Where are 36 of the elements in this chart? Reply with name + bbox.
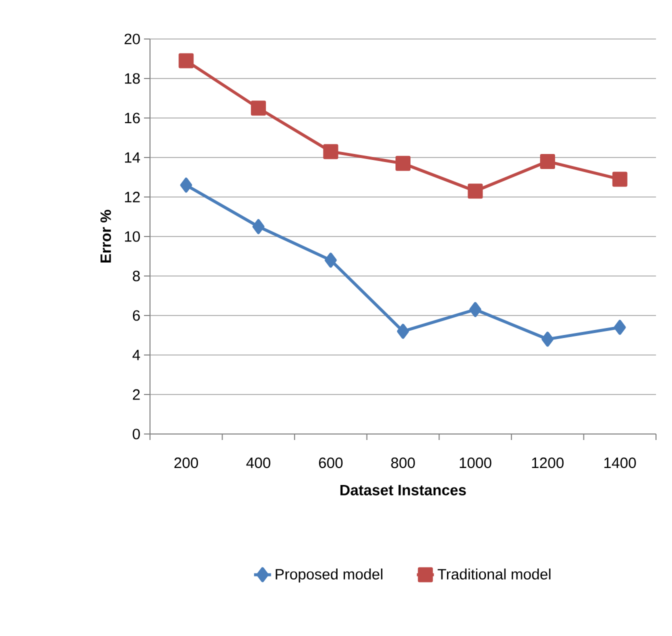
point [252,219,264,234]
point [324,252,337,268]
y-tick-label: 16 [125,112,140,124]
legend-label: Proposed model [276,568,382,582]
legend-label: Traditional model [438,568,550,580]
y-tick-label: 20 [124,34,140,44]
x-tick-label: 400 [246,458,270,468]
y-tick-label: 12 [125,192,140,202]
point [396,156,410,171]
point [614,320,626,335]
y-tick-label: 6 [132,310,140,321]
x-tick-label: 1200 [532,458,564,468]
y-tick-label: 0 [132,428,140,440]
point [178,53,194,68]
point [250,100,266,116]
x-axis-title: Dataset Instances [340,484,466,496]
x-tick-label: 600 [319,458,343,468]
point [180,178,192,193]
y-tick-label: 8 [132,270,140,282]
point [612,172,628,187]
point [468,184,483,199]
point [540,154,556,169]
y-tick-label: 4 [132,350,140,360]
y-tick-label: 18 [125,73,140,84]
x-tick-label: 800 [391,458,415,468]
point [323,144,338,160]
x-tick-label: 200 [174,458,198,468]
y-tick-label: 14 [125,152,140,163]
y-tick-label: 2 [132,389,140,400]
x-tick-label: 1000 [460,458,492,468]
y-axis-title: Error % [100,210,112,262]
y-tick-label: 10 [125,231,140,242]
point [469,302,482,318]
point [397,324,409,339]
x-tick-label: 1400 [604,458,636,468]
point [542,332,554,347]
